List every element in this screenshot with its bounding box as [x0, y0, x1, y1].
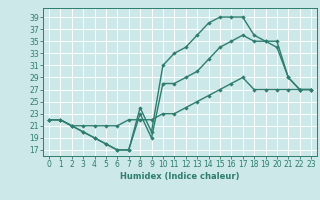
X-axis label: Humidex (Indice chaleur): Humidex (Indice chaleur)	[120, 172, 240, 181]
